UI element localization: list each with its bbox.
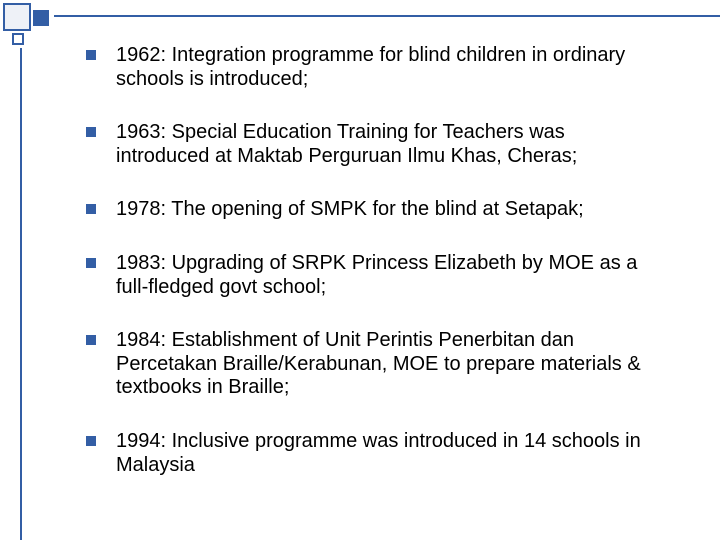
ornament-horizontal-line xyxy=(54,15,720,17)
list-item: 1984: Establishment of Unit Perintis Pen… xyxy=(86,329,660,400)
ornament-square-small xyxy=(12,33,24,45)
list-item: 1983: Upgrading of SRPK Princess Elizabe… xyxy=(86,252,660,299)
corner-ornament xyxy=(0,0,68,50)
ornament-vertical-line xyxy=(20,48,22,540)
list-item: 1962: Integration programme for blind ch… xyxy=(86,44,660,91)
list-item: 1978: The opening of SMPK for the blind … xyxy=(86,198,660,222)
ornament-square-large xyxy=(3,3,31,31)
list-item: 1963: Special Education Training for Tea… xyxy=(86,121,660,168)
list-item: 1994: Inclusive programme was introduced… xyxy=(86,430,660,477)
ornament-square-filled xyxy=(33,10,49,26)
bullet-list: 1962: Integration programme for blind ch… xyxy=(86,44,660,477)
slide: 1962: Integration programme for blind ch… xyxy=(0,0,720,540)
